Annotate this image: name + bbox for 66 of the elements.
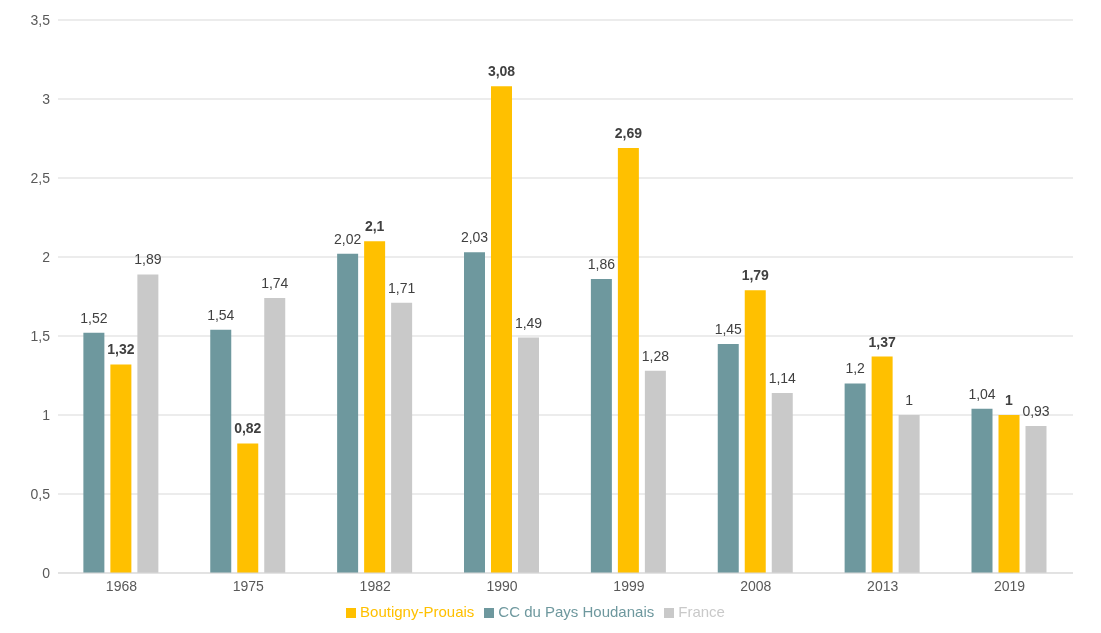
data-label: 1,28 — [641, 347, 670, 364]
bar — [898, 415, 920, 573]
bar — [364, 241, 386, 573]
bar — [137, 274, 159, 573]
data-label: 1 — [1005, 392, 1014, 408]
bar — [337, 253, 359, 573]
bar — [391, 302, 413, 573]
bar — [518, 337, 539, 573]
bar — [264, 298, 286, 573]
bar — [237, 443, 259, 573]
legend-label: CC du Pays Houdanais — [498, 603, 655, 620]
data-label: 1 — [905, 392, 914, 408]
data-label: 2,69 — [614, 124, 643, 141]
bar — [844, 383, 866, 573]
bar — [464, 252, 485, 573]
data-label: 1,54 — [207, 306, 235, 323]
bar — [771, 392, 793, 573]
bar — [617, 147, 639, 573]
bar — [210, 329, 232, 573]
bar — [871, 356, 893, 573]
bar — [998, 415, 1020, 573]
x-tick-label: 1990 — [486, 577, 518, 594]
data-label: 2,03 — [460, 229, 489, 246]
y-tick-label: 2,5 — [30, 169, 51, 186]
data-label: 1,89 — [134, 251, 162, 268]
bar — [110, 364, 132, 573]
y-tick-label: 1 — [42, 406, 51, 423]
x-tick-label: 2019 — [993, 577, 1026, 594]
x-tick-label: 1968 — [105, 577, 138, 594]
data-label: 1,45 — [714, 320, 743, 337]
data-label: 1,52 — [80, 309, 108, 326]
data-label: 1,86 — [587, 256, 616, 273]
x-tick-label: 1975 — [232, 577, 265, 594]
data-label: 1,74 — [261, 275, 289, 292]
data-label: 0,82 — [234, 420, 262, 437]
x-tick-label: 2013 — [867, 577, 899, 594]
bar — [491, 86, 512, 573]
data-label: 1,2 — [845, 360, 866, 377]
y-tick-label: 2 — [42, 248, 51, 265]
data-label: 1,14 — [768, 369, 797, 386]
data-label: 2,02 — [334, 230, 362, 247]
x-tick-label: 1999 — [613, 577, 645, 594]
data-label: 1,37 — [868, 333, 896, 350]
legend-label: Boutigny-Prouais — [360, 603, 475, 620]
bar — [717, 343, 739, 573]
x-tick-label: 1982 — [359, 577, 391, 594]
y-tick-label: 3 — [42, 90, 51, 107]
data-label: 1,79 — [741, 267, 770, 284]
data-label: 2,1 — [364, 218, 385, 235]
data-label: 1,32 — [107, 341, 135, 358]
y-tick-label: 3,5 — [30, 11, 51, 28]
data-label: 0,93 — [1022, 403, 1050, 420]
x-tick-label: 2008 — [740, 577, 772, 594]
data-label: 1,49 — [514, 314, 543, 331]
bar — [744, 290, 766, 573]
bar — [590, 279, 612, 573]
y-tick-label: 1,5 — [30, 327, 51, 344]
data-label: 3,08 — [487, 63, 516, 80]
bar — [644, 370, 666, 573]
bar — [1025, 426, 1047, 573]
data-label: 1,71 — [388, 279, 416, 296]
y-tick-label: 0,5 — [30, 485, 51, 502]
y-tick-label: 0 — [42, 564, 51, 581]
bar — [971, 408, 993, 573]
data-label: 1,04 — [968, 385, 996, 402]
bar — [83, 332, 105, 573]
